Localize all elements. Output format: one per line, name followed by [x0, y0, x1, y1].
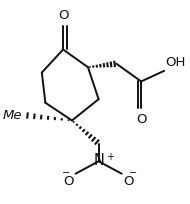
- Text: N: N: [93, 153, 104, 168]
- Text: Me: Me: [3, 109, 22, 122]
- Text: −: −: [129, 168, 137, 178]
- Text: +: +: [106, 152, 114, 162]
- Text: O: O: [124, 175, 134, 188]
- Text: O: O: [58, 9, 68, 22]
- Text: O: O: [136, 113, 146, 126]
- Text: −: −: [62, 168, 70, 178]
- Text: O: O: [63, 175, 74, 188]
- Text: OH: OH: [165, 56, 185, 69]
